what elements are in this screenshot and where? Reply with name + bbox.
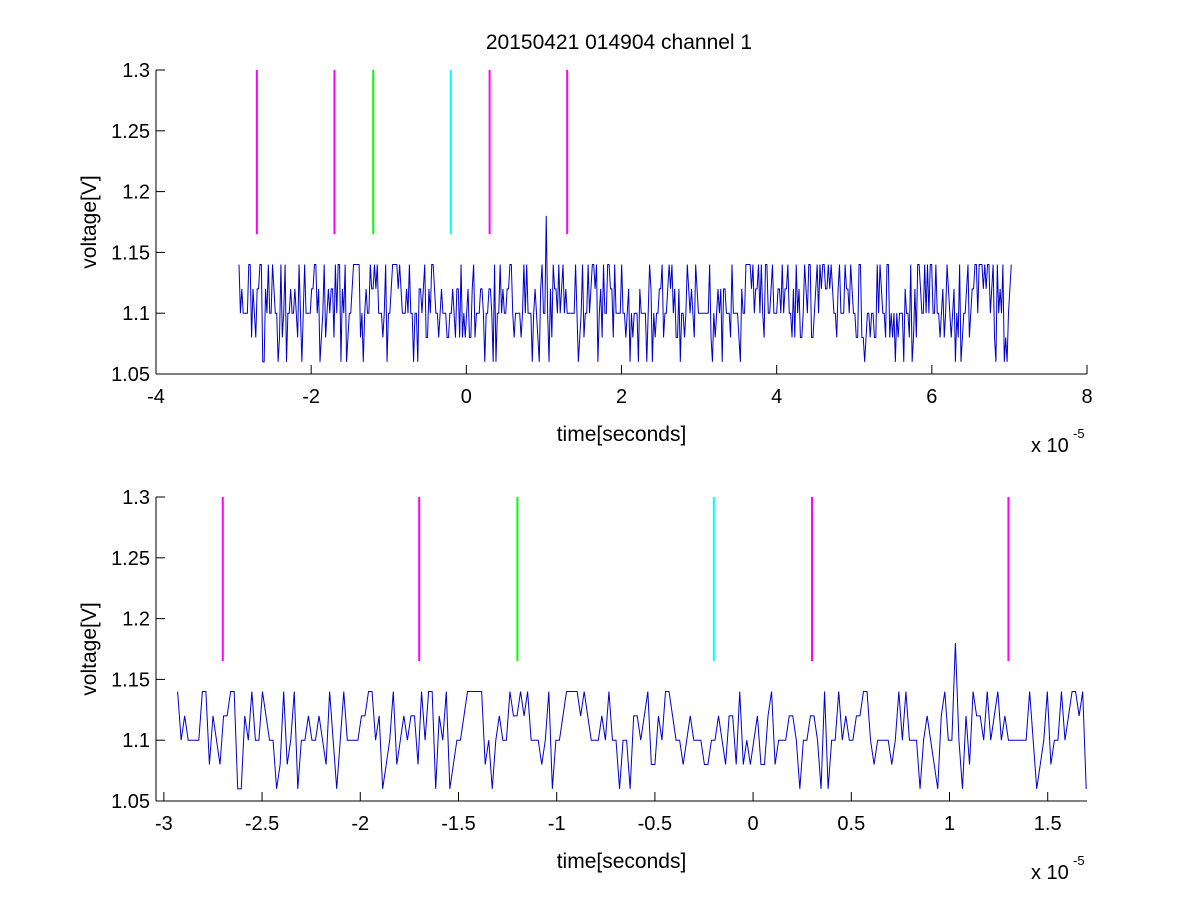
x-multiplier-label: x 10: [1031, 862, 1069, 884]
x-tick-label: -4: [147, 386, 165, 408]
x-tick-label: -2: [351, 813, 369, 835]
y-tick-label: 1.25: [111, 548, 150, 570]
y-tick-label: 1.1: [122, 303, 150, 325]
x-tick-label: -3: [155, 813, 173, 835]
x-tick-label: 0: [748, 813, 759, 835]
y-tick-label: 1.15: [111, 242, 150, 264]
x-tick-label: 4: [771, 386, 782, 408]
x-multiplier-exponent: -5: [1073, 853, 1085, 868]
signal-line: [238, 215, 1012, 363]
y-axis-label: voltage[V]: [78, 602, 101, 695]
top-plot: 1.05 1.1 1.15 1.2 1.25 1.3 -4 -2 0 2 4 6 8 time[secon…: [78, 60, 1093, 457]
x-tick-label: 8: [1081, 386, 1092, 408]
y-tick-label: 1.05: [111, 791, 150, 813]
x-tick-label: -2: [302, 386, 320, 408]
y-tick-label: 1.3: [122, 487, 150, 509]
x-tick-label: -2.5: [245, 813, 279, 835]
y-tick-label: 1.2: [122, 609, 150, 631]
x-tick-label: 6: [926, 386, 937, 408]
x-tick-label: 1.5: [1034, 813, 1062, 835]
y-tick-label: 1.05: [111, 364, 150, 386]
figure-title: 20150421 014904 channel 1: [486, 31, 752, 54]
signal-line: [177, 642, 1087, 790]
x-tick-label: -0.5: [638, 813, 672, 835]
x-tick-label: 0.5: [837, 813, 865, 835]
y-tick-label: 1.2: [122, 182, 150, 204]
y-tick-label: 1.25: [111, 121, 150, 143]
x-tick-label: 2: [616, 386, 627, 408]
x-axis-label: time[seconds]: [557, 850, 687, 873]
x-tick-label: 0: [461, 386, 472, 408]
y-tick-label: 1.15: [111, 669, 150, 691]
x-multiplier-label: x 10: [1031, 435, 1069, 457]
x-axis-label: time[seconds]: [557, 423, 687, 446]
x-tick-label: -1: [548, 813, 566, 835]
x-tick-label: 1: [944, 813, 955, 835]
y-tick-label: 1.3: [122, 60, 150, 82]
y-axis-label: voltage[V]: [78, 175, 101, 268]
bottom-plot: 1.05 1.1 1.15 1.2 1.25 1.3 -3 -2.5 -2 -1.5 -1 -0.5 0…: [78, 487, 1087, 884]
y-tick-label: 1.1: [122, 730, 150, 752]
x-multiplier-exponent: -5: [1073, 426, 1085, 441]
x-tick-label: -1.5: [441, 813, 475, 835]
